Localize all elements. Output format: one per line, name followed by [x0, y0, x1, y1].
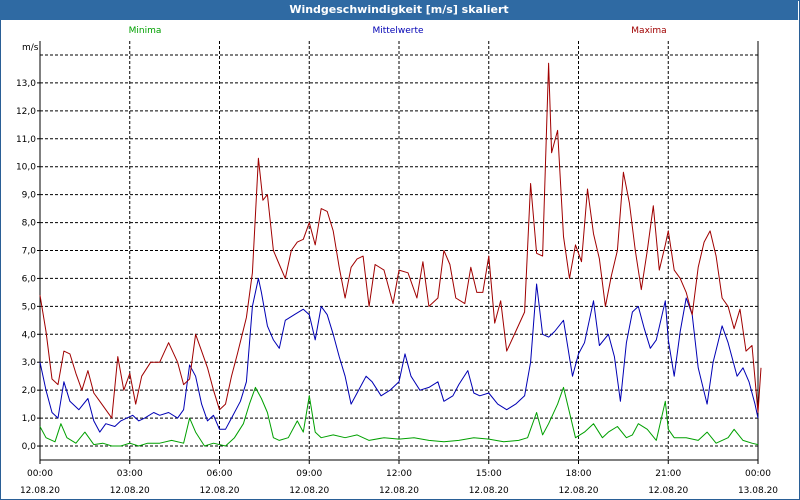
x-tick-label-time: 06:00 [207, 469, 233, 479]
y-tick-label: 9,0 [22, 191, 37, 201]
x-tick-label-date: 12.08.20 [558, 486, 598, 496]
x-tick-label-time: 12:00 [386, 469, 412, 479]
legend-maxima: Maxima [631, 26, 666, 36]
x-tick-label-time: 09:00 [296, 469, 322, 479]
y-tick-label: 1,0 [22, 414, 37, 424]
y-tick-label: 11,0 [16, 135, 36, 145]
y-tick-label: 13,0 [16, 79, 36, 89]
series-group [39, 62, 762, 447]
x-tick-label-date: 12.08.20 [469, 486, 509, 496]
plot-area [40, 41, 758, 460]
series-line-maxima [39, 62, 762, 419]
y-tick-label: 5,0 [22, 302, 37, 312]
y-tick-label: 0,0 [22, 442, 37, 452]
x-tick-label-time: 21:00 [655, 469, 681, 479]
y-tick-label: 4,0 [22, 330, 37, 340]
x-tick-label-date: 12.08.20 [648, 486, 688, 496]
x-tick-label-time: 00:00 [27, 469, 53, 479]
y-tick-label: 6,0 [22, 274, 37, 284]
legend-minima: Minima [129, 26, 162, 36]
x-tick-label-date: 12.08.20 [289, 486, 329, 496]
x-tick-label-date: 12.08.20 [110, 486, 150, 496]
y-axis-ticks: 0,0 1,0 2,0 3,0 4,0 5,0 6,0 7,0 8,0 9,0 10,0 11,0 12… [16, 79, 40, 452]
series-line-mittelwerte [39, 277, 759, 433]
legend-mittelwerte: Mittelwerte [372, 26, 423, 36]
x-tick-label-time: 15:00 [476, 469, 502, 479]
x-tick-label-date: 12.08.20 [20, 486, 60, 496]
x-tick-label-time: 00:00 [745, 469, 771, 479]
series-line-minima [39, 386, 759, 447]
y-tick-label: 12,0 [16, 107, 36, 117]
y-axis-label: m/s [22, 43, 39, 53]
x-tick-label-time: 18:00 [566, 469, 592, 479]
y-tick-label: 7,0 [22, 247, 37, 257]
x-tick-label-date: 13.08.20 [738, 486, 778, 496]
x-axis-ticks: 00:00 12.08.20 03:00 12.08.20 06:00 12.08.20 0… [20, 460, 778, 496]
y-tick-label: 3,0 [22, 358, 37, 368]
y-tick-label: 10,0 [16, 163, 36, 173]
x-tick-label-date: 12.08.20 [199, 486, 239, 496]
x-tick-label-date: 12.08.20 [379, 486, 419, 496]
y-tick-label: 8,0 [22, 219, 37, 229]
y-tick-label: 2,0 [22, 386, 37, 396]
chart-title: Windgeschwindigkeit [m/s] skaliert [0, 0, 798, 20]
x-tick-label-time: 03:00 [117, 469, 143, 479]
